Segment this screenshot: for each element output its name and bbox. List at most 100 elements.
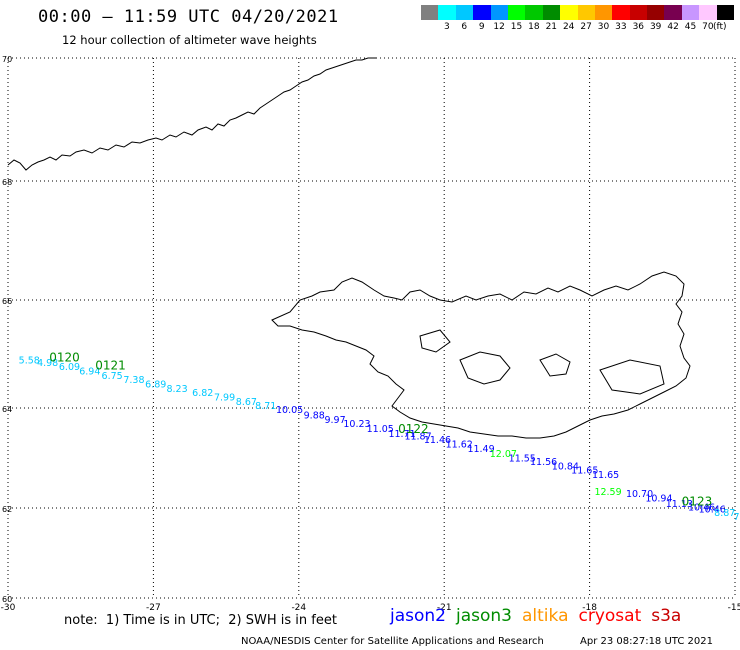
swh-value-label: 11.71 — [388, 429, 415, 440]
legend-color-bar — [421, 5, 740, 20]
swh-value-label: 6.09 — [59, 362, 80, 373]
legend-swatch — [612, 5, 630, 20]
satellite-name: altika — [522, 606, 569, 626]
swh-value-label: 7.90 — [734, 512, 740, 523]
swh-value-label: 6.82 — [192, 388, 213, 399]
swh-value-label: 9.97 — [324, 415, 345, 426]
legend-tick-label: 27 — [580, 22, 592, 32]
legend-swatch — [473, 5, 491, 20]
legend-tick-label: 33 — [615, 22, 627, 32]
swh-value-label: 6.75 — [102, 371, 123, 382]
legend-tick-label: 21 — [545, 22, 558, 32]
swh-value-label: 10.84 — [552, 462, 579, 473]
satellite-name: jason3 — [456, 606, 512, 626]
satellite-name: s3a — [651, 606, 682, 626]
legend-swatch — [647, 5, 665, 20]
legend-swatch — [681, 5, 700, 20]
lat-tick-label: 68 — [2, 178, 12, 187]
legend-swatch — [629, 5, 648, 20]
legend-unit: (ft) — [713, 22, 727, 32]
legend-tick-label: 15 — [510, 22, 523, 32]
legend-swatch — [699, 5, 717, 20]
greenland-coastline — [7, 57, 376, 171]
swh-value-label: 6.89 — [145, 379, 166, 390]
legend-tick-label: 39 — [649, 22, 662, 32]
legend-swatch — [542, 5, 561, 20]
legend-tick-label: 6 — [461, 22, 468, 32]
altimeter-track-labels: 5.584.98 6.09 6.94 6.75 7.38 6.89 8.23 6.82 7.99… — [19, 351, 740, 524]
swh-value-label: 11.46 — [424, 435, 451, 446]
legend-swatch — [716, 5, 735, 20]
legend-swatch — [594, 5, 613, 20]
lon-tick-label: -21 — [437, 603, 452, 613]
pass-time-label: 0121 — [95, 359, 126, 373]
iceland-inland-outline — [459, 351, 511, 385]
lat-lon-grid — [7, 57, 736, 599]
legend-tick-label: 45 — [684, 22, 697, 32]
legend-swatch — [577, 5, 595, 20]
swh-value-label: 8.71 — [255, 401, 276, 412]
swh-value-label: 5.58 — [19, 356, 40, 367]
lat-tick-label: 64 — [2, 405, 12, 414]
swh-value-label: 8.67 — [236, 397, 257, 408]
swh-value-label: 8.23 — [166, 384, 187, 395]
legend-tick-label: 3 — [444, 22, 450, 32]
legend-tick-label: 12 — [493, 22, 505, 32]
legend-swatch — [490, 5, 508, 20]
legend-tick-label: 24 — [562, 22, 575, 32]
swh-value-label: 10.05 — [276, 405, 303, 416]
lon-tick-label: -27 — [146, 603, 161, 613]
swh-value-label: 12.07 — [490, 449, 517, 460]
swh-value-label: 9.88 — [304, 411, 325, 422]
legend-tick-label: 42 — [667, 22, 679, 32]
legend-labels: 3 6 9 12 15 18 21 24 27 30 33 36 39 42 45 70 — [421, 22, 740, 34]
swh-value-label: 11.13 — [666, 499, 693, 510]
swh-value-label: 11.62 — [446, 440, 473, 451]
legend-swatch — [507, 5, 526, 20]
legend-swatch — [455, 5, 474, 20]
iceland-inland-outline — [539, 353, 571, 377]
swh-value-label: 10.46 — [699, 505, 726, 516]
iceland-coastline — [271, 271, 691, 439]
legend-swatch — [664, 5, 682, 20]
pass-time-label: 0123 — [682, 495, 713, 509]
swh-value-label: 11.65 — [571, 466, 598, 477]
legend-swatch — [438, 5, 456, 20]
swh-value-label: 11.87 — [404, 432, 431, 443]
lon-tick-label: -15 — [728, 603, 740, 613]
wave-height-legend: 3 6 9 12 15 18 21 24 27 30 33 36 39 42 45 70 (ft) — [421, 5, 740, 32]
legend-tick-label: 9 — [478, 22, 485, 32]
legend-tick-label: 70 — [702, 22, 714, 32]
swh-value-label: 12.59 — [594, 487, 621, 498]
swh-value-label: 10.46 — [688, 502, 715, 513]
swh-value-label: 4.98 — [37, 358, 58, 369]
legend-tick-label: 18 — [528, 22, 540, 32]
axis-tick-labels: -30 -27 -24 -21 -18 -15 70 68 66 64 62 60 — [1, 55, 740, 613]
credit-text: NOAA/NESDIS Center for Satellite Applica… — [241, 636, 544, 647]
swh-value-label: 10.70 — [626, 489, 653, 500]
coastline — [7, 57, 691, 439]
iceland-inland-outline — [599, 359, 665, 395]
swh-value-label: 7.99 — [214, 392, 235, 403]
map-title: 00:00 – 11:59 UTC 04/20/2021 — [38, 7, 339, 27]
pass-time-label: 0122 — [398, 422, 429, 436]
swh-value-label: 10.94 — [645, 494, 672, 505]
lat-tick-label: 60 — [2, 595, 12, 604]
lat-tick-label: 70 — [2, 55, 12, 64]
swh-value-label: 11.65 — [592, 470, 619, 481]
legend-tick-label: 30 — [597, 22, 610, 32]
footer-note: note: 1) Time is in UTC; 2) SWH is in fe… — [64, 613, 337, 628]
legend-swatch — [421, 5, 439, 20]
lat-tick-label: 62 — [2, 505, 12, 514]
satellite-legend: jason2 jason3 altika cryosat s3a — [390, 606, 691, 626]
pass-time-label: 0120 — [49, 351, 80, 365]
swh-value-label: 10.23 — [343, 419, 370, 430]
iceland-inland-outline — [419, 329, 451, 353]
swh-value-label: 11.49 — [467, 444, 494, 455]
generated-timestamp: Apr 23 08:27:18 UTC 2021 — [580, 636, 713, 647]
legend-swatch — [560, 5, 578, 20]
map-subtitle: 12 hour collection of altimeter wave hei… — [62, 33, 317, 47]
swh-value-label: 7.38 — [123, 375, 144, 386]
